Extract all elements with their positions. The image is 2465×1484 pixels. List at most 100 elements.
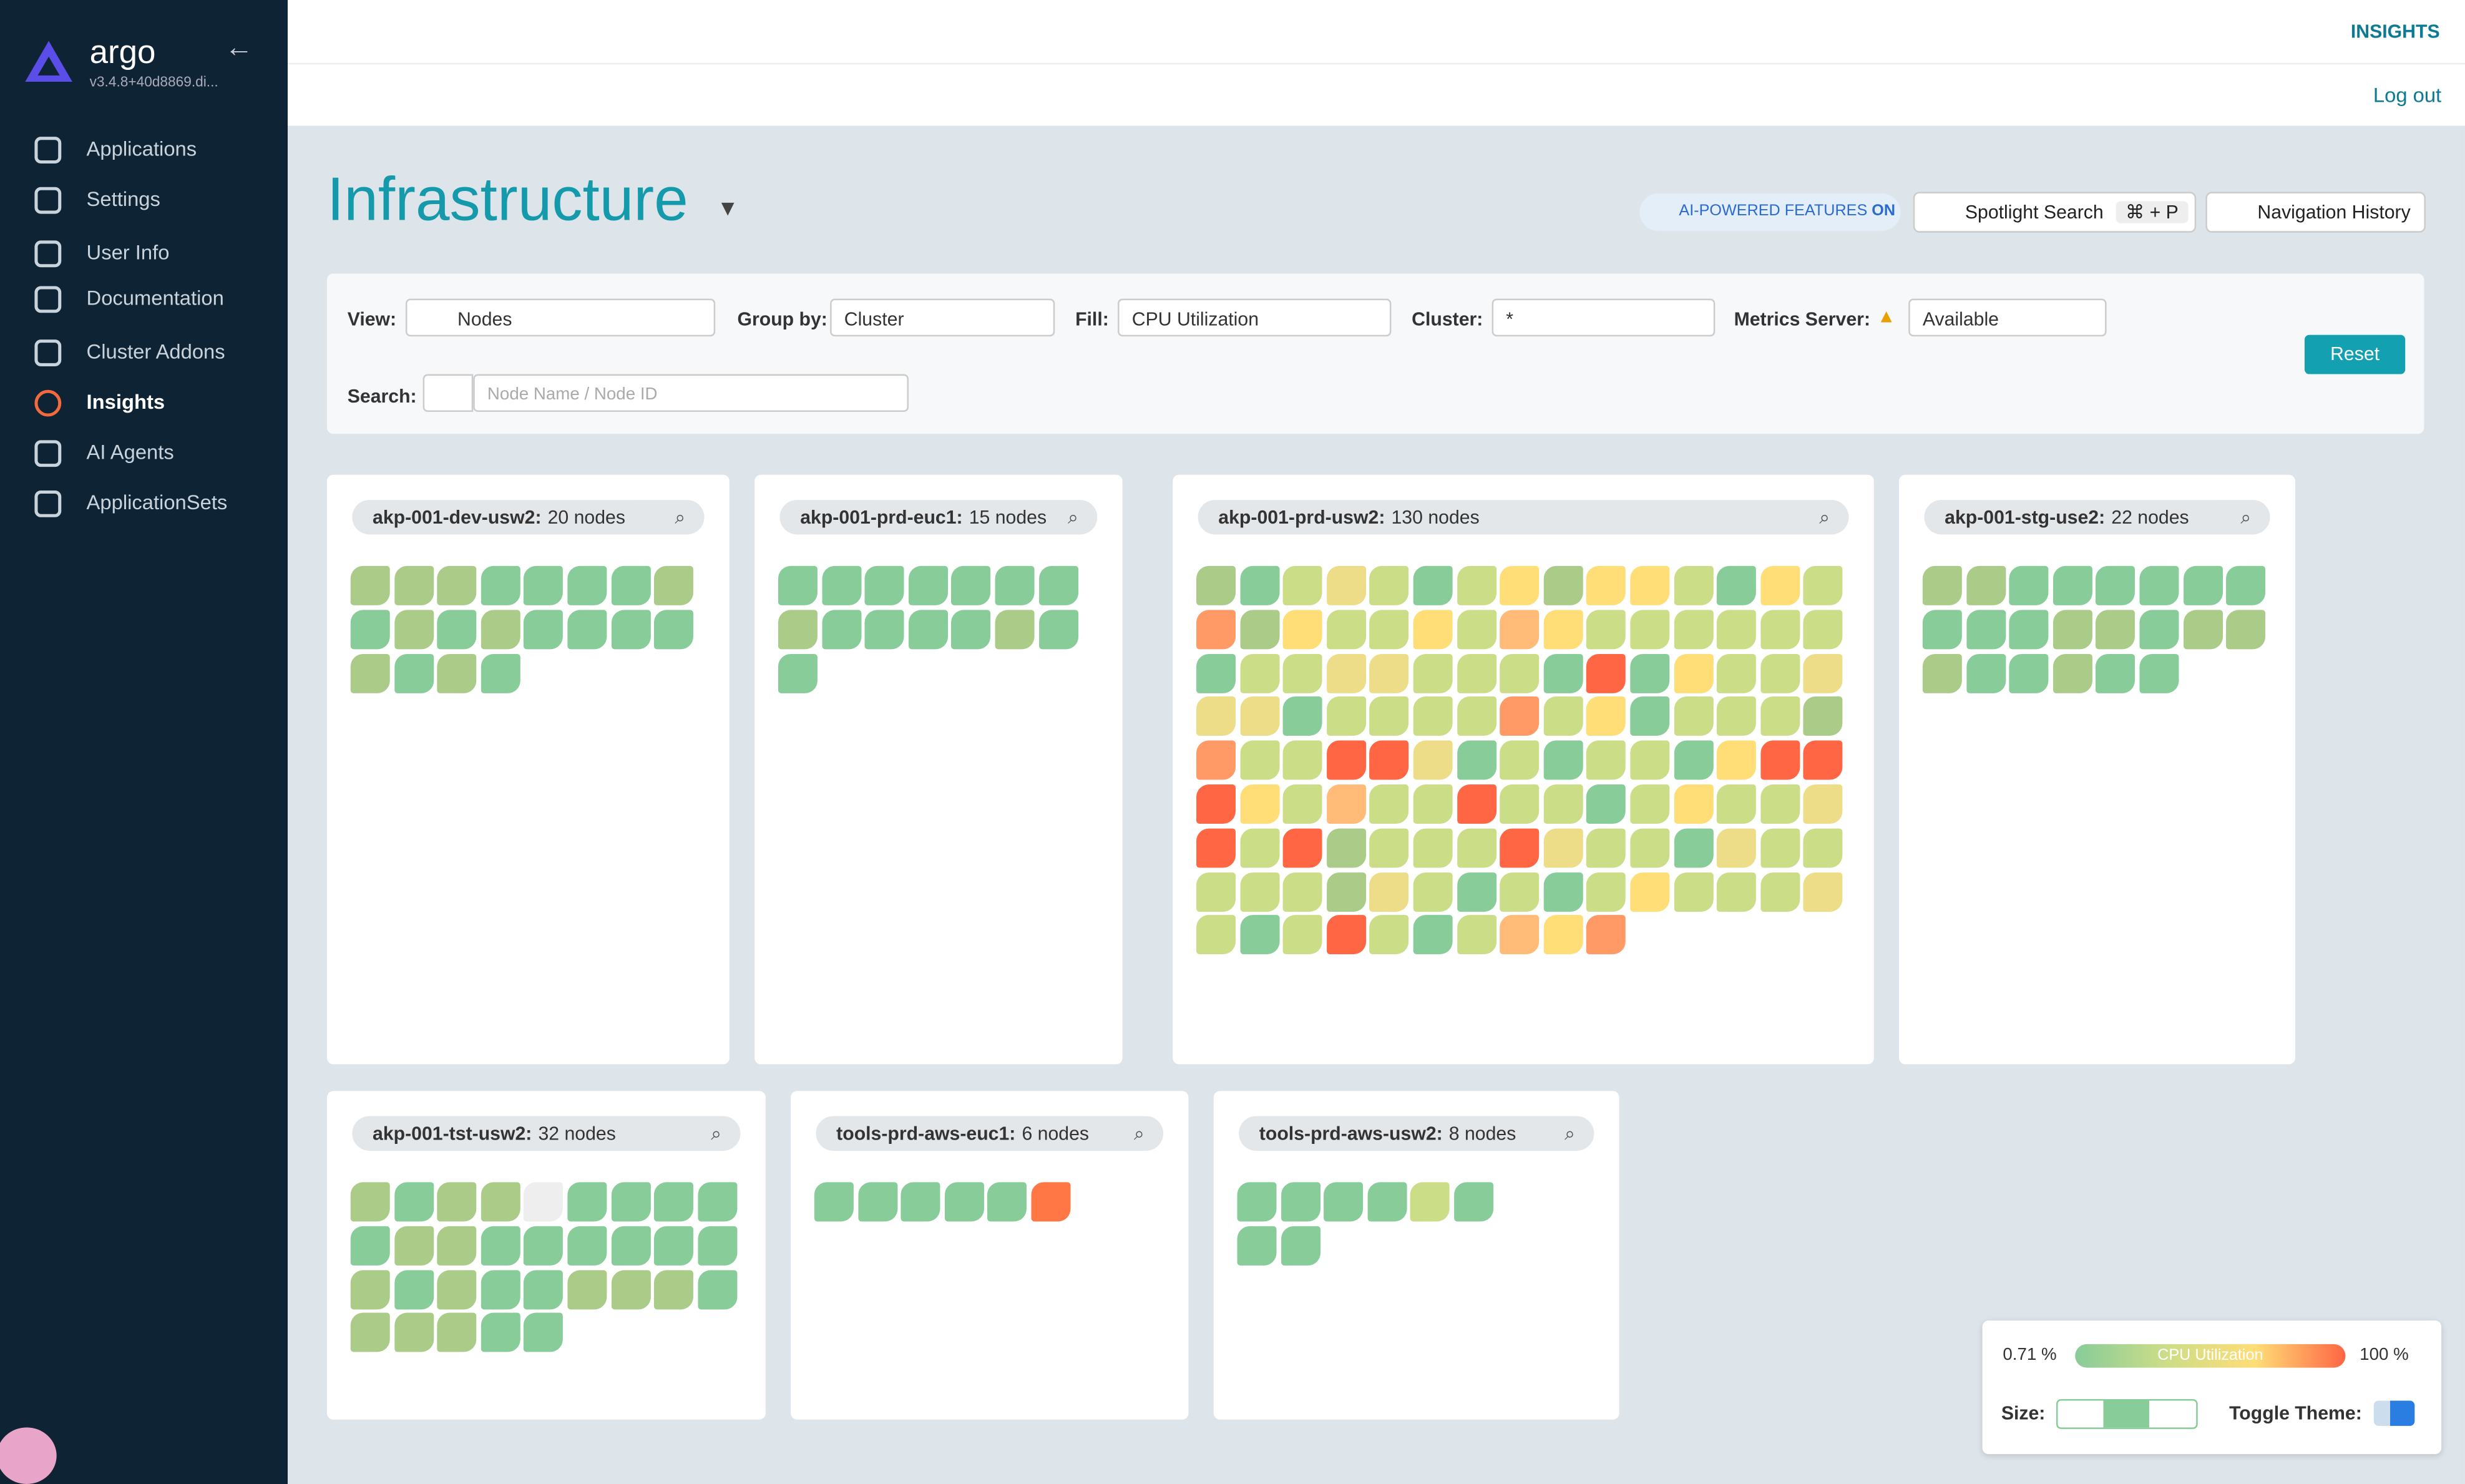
node-tile[interactable]: [1370, 915, 1410, 955]
node-tile[interactable]: [1760, 696, 1800, 736]
node-tile[interactable]: [1673, 784, 1713, 824]
cluster-header[interactable]: tools-prd-aws-euc1: 6 nodes ⌕: [816, 1116, 1164, 1151]
node-tile[interactable]: [1543, 740, 1583, 780]
node-tile[interactable]: [1196, 609, 1236, 649]
node-tile[interactable]: [524, 565, 564, 605]
nav-item[interactable]: Cluster Addons: [86, 339, 225, 363]
node-tile[interactable]: [1283, 609, 1323, 649]
node-tile[interactable]: [1326, 696, 1366, 736]
ai-assistant[interactable]: [0, 1427, 57, 1484]
node-tile[interactable]: [2096, 565, 2136, 605]
node-tile[interactable]: [1630, 609, 1670, 649]
logout[interactable]: Log out: [2373, 83, 2442, 107]
node-tile[interactable]: [1717, 609, 1757, 649]
node-tile[interactable]: [864, 609, 904, 649]
node-tile[interactable]: [654, 565, 694, 605]
node-tile[interactable]: [1804, 565, 1843, 605]
node-tile[interactable]: [857, 1182, 897, 1222]
node-tile[interactable]: [1673, 828, 1713, 868]
node-tile[interactable]: [1543, 872, 1583, 912]
node-tile[interactable]: [1966, 565, 2006, 605]
spotlight[interactable]: Spotlight Search ⌘ + P: [1913, 192, 2197, 233]
node-tile[interactable]: [1038, 609, 1078, 649]
node-tile[interactable]: [1717, 828, 1757, 868]
node-tile[interactable]: [2096, 653, 2136, 693]
node-tile[interactable]: [1239, 609, 1279, 649]
node-tile[interactable]: [1283, 696, 1323, 736]
node-tile[interactable]: [394, 609, 434, 649]
node-tile[interactable]: [567, 1226, 607, 1266]
node-tile[interactable]: [778, 609, 818, 649]
search-input[interactable]: Node Name / Node ID: [473, 374, 909, 412]
node-tile[interactable]: [1370, 653, 1410, 693]
node-tile[interactable]: [1586, 653, 1626, 693]
node-tile[interactable]: [1760, 784, 1800, 824]
cluster-header[interactable]: akp-001-dev-usw2: 20 nodes ⌕: [352, 500, 705, 535]
size-toggle[interactable]: [2056, 1399, 2198, 1429]
node-tile[interactable]: [437, 609, 477, 649]
node-tile[interactable]: [2009, 609, 2049, 649]
node-tile[interactable]: [2053, 609, 2092, 649]
node-tile[interactable]: [1630, 784, 1670, 824]
node-tile[interactable]: [610, 565, 650, 605]
node-tile[interactable]: [1367, 1182, 1407, 1222]
node-tile[interactable]: [995, 565, 1035, 605]
node-tile[interactable]: [2009, 653, 2049, 693]
node-tile[interactable]: [1673, 565, 1713, 605]
node-tile[interactable]: [1760, 565, 1800, 605]
node-tile[interactable]: [1500, 565, 1540, 605]
node-tile[interactable]: [1239, 653, 1279, 693]
node-tile[interactable]: [1410, 1182, 1450, 1222]
node-tile[interactable]: [1457, 915, 1496, 955]
nav-item[interactable]: Applications: [86, 137, 197, 160]
node-tile[interactable]: [1196, 828, 1236, 868]
node-tile[interactable]: [350, 565, 390, 605]
node-tile[interactable]: [1543, 653, 1583, 693]
node-tile[interactable]: [697, 1182, 737, 1222]
node-tile[interactable]: [524, 1226, 564, 1266]
node-tile[interactable]: [394, 1313, 434, 1353]
node-tile[interactable]: [1457, 653, 1496, 693]
node-tile[interactable]: [864, 565, 904, 605]
node-tile[interactable]: [1673, 609, 1713, 649]
node-tile[interactable]: [1413, 565, 1453, 605]
node-tile[interactable]: [1370, 740, 1410, 780]
cluster-select[interactable]: *: [1491, 298, 1716, 337]
node-tile[interactable]: [1370, 696, 1410, 736]
reset-button[interactable]: Reset: [2305, 334, 2406, 374]
node-tile[interactable]: [437, 653, 477, 693]
node-tile[interactable]: [1804, 872, 1843, 912]
node-tile[interactable]: [481, 1269, 520, 1309]
node-tile[interactable]: [350, 1269, 390, 1309]
node-tile[interactable]: [1239, 915, 1279, 955]
node-tile[interactable]: [2183, 565, 2222, 605]
node-tile[interactable]: [1326, 609, 1366, 649]
node-tile[interactable]: [1457, 740, 1496, 780]
node-tile[interactable]: [1283, 828, 1323, 868]
node-tile[interactable]: [1804, 653, 1843, 693]
node-tile[interactable]: [1283, 915, 1323, 955]
node-tile[interactable]: [778, 653, 818, 693]
node-tile[interactable]: [1966, 653, 2006, 693]
node-tile[interactable]: [1326, 915, 1366, 955]
node-tile[interactable]: [1500, 915, 1540, 955]
node-tile[interactable]: [1326, 653, 1366, 693]
node-tile[interactable]: [2139, 609, 2179, 649]
node-tile[interactable]: [1237, 1182, 1277, 1222]
node-tile[interactable]: [987, 1182, 1027, 1222]
node-tile[interactable]: [1196, 740, 1236, 780]
node-tile[interactable]: [610, 1182, 650, 1222]
node-tile[interactable]: [1760, 609, 1800, 649]
node-tile[interactable]: [1413, 653, 1453, 693]
node-tile[interactable]: [1717, 696, 1757, 736]
node-tile[interactable]: [814, 1182, 854, 1222]
group-select[interactable]: Cluster: [830, 298, 1055, 337]
node-tile[interactable]: [567, 609, 607, 649]
node-tile[interactable]: [1413, 915, 1453, 955]
cluster-header[interactable]: akp-001-tst-usw2: 32 nodes ⌕: [352, 1116, 741, 1151]
node-tile[interactable]: [437, 565, 477, 605]
node-tile[interactable]: [350, 653, 390, 693]
node-tile[interactable]: [1370, 828, 1410, 868]
node-tile[interactable]: [1239, 565, 1279, 605]
node-tile[interactable]: [350, 1313, 390, 1353]
